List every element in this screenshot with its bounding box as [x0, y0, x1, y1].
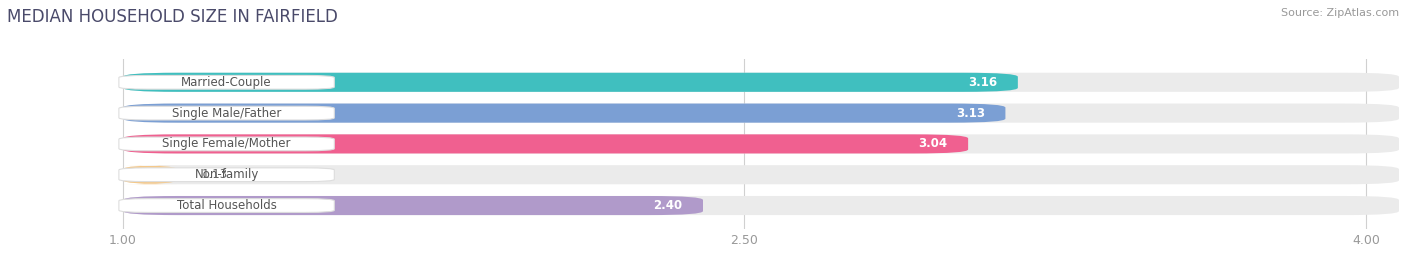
Text: Single Female/Mother: Single Female/Mother: [162, 137, 291, 150]
FancyBboxPatch shape: [120, 168, 335, 182]
Text: Single Male/Father: Single Male/Father: [172, 107, 281, 120]
FancyBboxPatch shape: [122, 165, 177, 184]
FancyBboxPatch shape: [124, 134, 969, 154]
Text: Source: ZipAtlas.com: Source: ZipAtlas.com: [1281, 8, 1399, 18]
Text: 2.40: 2.40: [654, 199, 682, 212]
Text: 3.04: 3.04: [918, 137, 948, 150]
FancyBboxPatch shape: [124, 165, 1399, 184]
Text: Non-family: Non-family: [194, 168, 259, 181]
FancyBboxPatch shape: [124, 196, 703, 215]
Text: MEDIAN HOUSEHOLD SIZE IN FAIRFIELD: MEDIAN HOUSEHOLD SIZE IN FAIRFIELD: [7, 8, 337, 26]
FancyBboxPatch shape: [124, 134, 1399, 154]
FancyBboxPatch shape: [124, 104, 1399, 123]
FancyBboxPatch shape: [120, 137, 335, 151]
FancyBboxPatch shape: [120, 75, 335, 89]
Text: Married-Couple: Married-Couple: [181, 76, 271, 89]
FancyBboxPatch shape: [120, 106, 335, 120]
FancyBboxPatch shape: [124, 73, 1018, 92]
Text: 3.13: 3.13: [956, 107, 984, 120]
Text: Total Households: Total Households: [177, 199, 277, 212]
FancyBboxPatch shape: [124, 73, 1399, 92]
Text: 3.16: 3.16: [967, 76, 997, 89]
FancyBboxPatch shape: [120, 199, 335, 213]
Text: 1.13: 1.13: [201, 168, 228, 181]
FancyBboxPatch shape: [124, 104, 1005, 123]
FancyBboxPatch shape: [124, 196, 1399, 215]
